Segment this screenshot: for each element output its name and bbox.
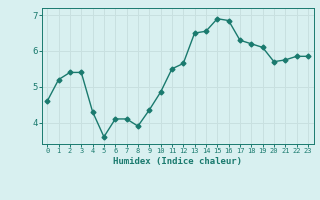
X-axis label: Humidex (Indice chaleur): Humidex (Indice chaleur) <box>113 157 242 166</box>
